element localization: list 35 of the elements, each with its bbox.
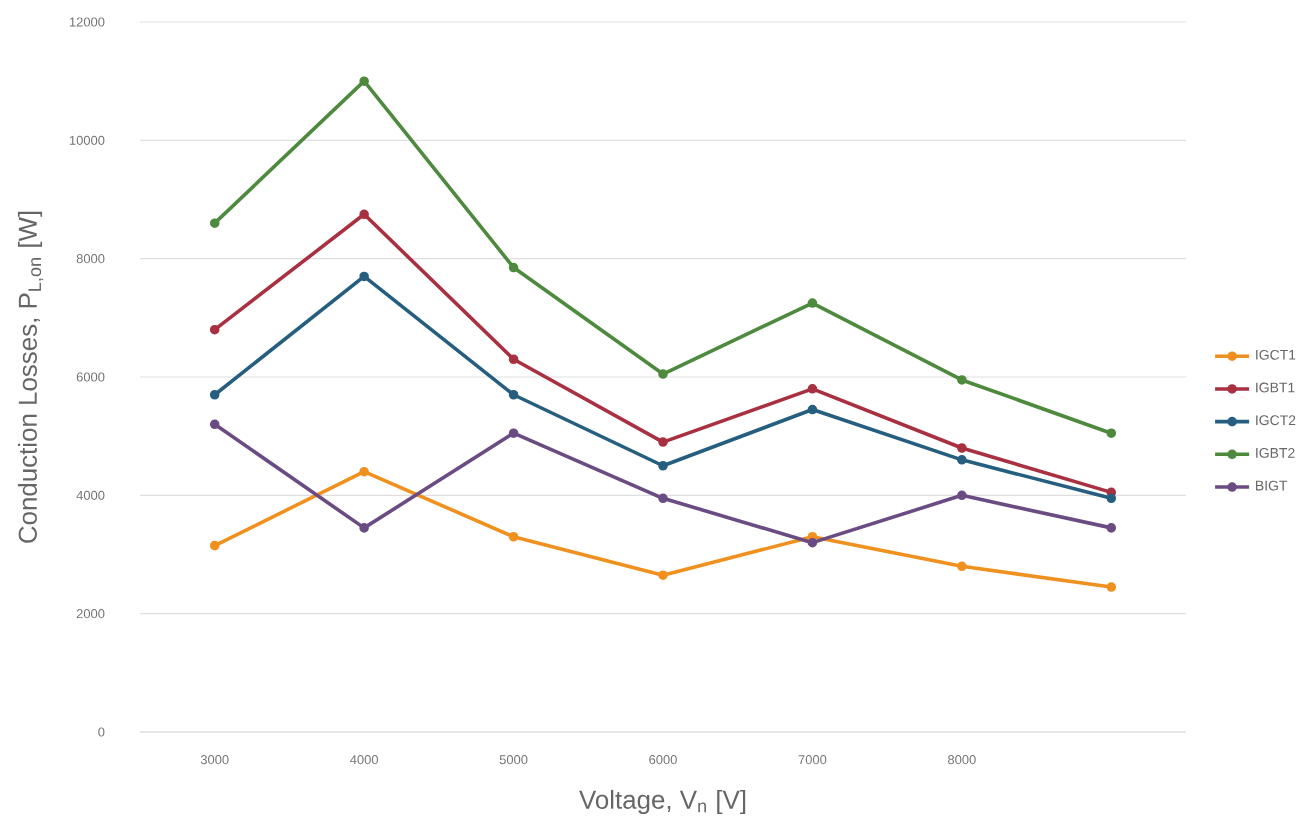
point bbox=[508, 389, 519, 400]
point bbox=[658, 493, 668, 504]
point bbox=[1106, 582, 1117, 592]
point bbox=[508, 428, 519, 438]
point bbox=[957, 443, 967, 453]
point bbox=[359, 523, 369, 533]
point bbox=[508, 531, 519, 542]
point bbox=[957, 455, 967, 465]
point bbox=[508, 354, 519, 365]
point bbox=[209, 540, 220, 551]
point bbox=[658, 437, 668, 447]
point bbox=[359, 209, 369, 220]
point bbox=[658, 570, 668, 580]
point bbox=[359, 76, 369, 86]
point bbox=[807, 384, 818, 394]
point bbox=[209, 389, 220, 400]
point bbox=[1106, 428, 1117, 438]
point bbox=[209, 324, 220, 335]
point bbox=[1106, 493, 1117, 504]
point bbox=[508, 262, 519, 273]
point bbox=[957, 490, 967, 501]
point bbox=[658, 460, 668, 471]
point bbox=[957, 375, 967, 385]
y-axis-title: Conduction Losses, P$_{L,on}$ [W] bbox=[17, 211, 44, 543]
point bbox=[807, 537, 818, 548]
point bbox=[957, 561, 967, 572]
point bbox=[807, 404, 818, 415]
point bbox=[658, 369, 668, 379]
point bbox=[209, 218, 220, 228]
point bbox=[359, 466, 369, 477]
point bbox=[209, 419, 220, 430]
point bbox=[807, 298, 818, 308]
point bbox=[1106, 523, 1117, 533]
point bbox=[359, 271, 369, 282]
x-axis-title: Voltage, V$_{n}$ [V] bbox=[579, 789, 746, 815]
